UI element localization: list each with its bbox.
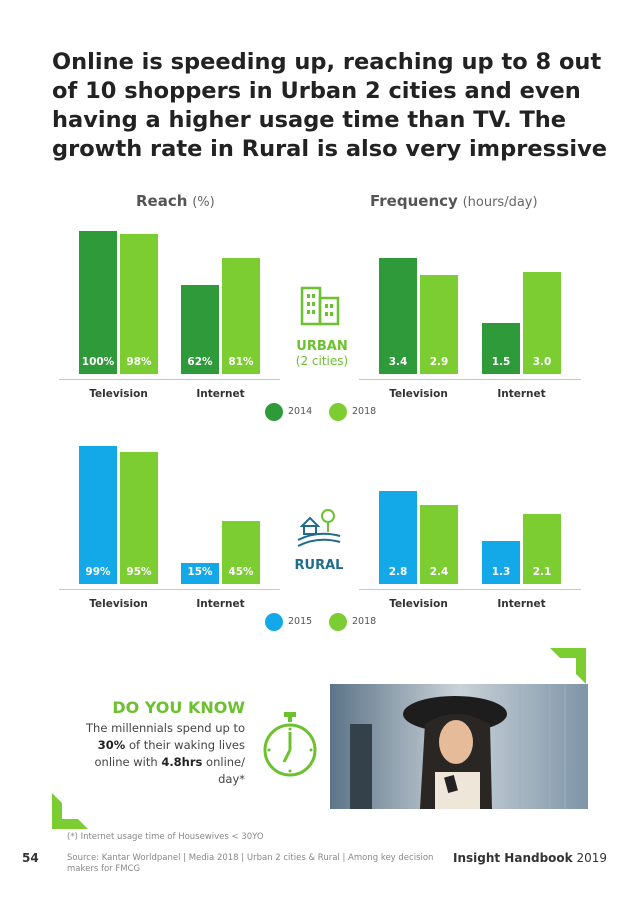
- bar-rural-reach-television-2015: 99%: [79, 446, 117, 584]
- handbook-title: Insight Handbook: [453, 851, 573, 865]
- bar-rural-frequency-television-2018: 2.4: [420, 505, 458, 584]
- bar-urban-frequency-television-2018: 2.9: [420, 275, 458, 374]
- legend-label-rural-2015: 2015: [288, 616, 313, 627]
- reach-unit: (%): [192, 195, 215, 210]
- dyk-line4: online/: [202, 755, 245, 769]
- bar-value-label: 2.4: [429, 566, 449, 578]
- bar-urban-reach-internet-2014: 62%: [181, 285, 219, 374]
- stopwatch-icon: [263, 712, 317, 777]
- rural-label: RURAL: [294, 558, 344, 573]
- frequency-heading: Frequency (hours/day): [370, 192, 538, 210]
- legend-label-rural-2018: 2018: [352, 616, 377, 627]
- bar-value-label: 1.5: [491, 356, 511, 368]
- bar-rural-reach-internet-2018: 45%: [222, 521, 260, 584]
- reach-title: Reach: [136, 192, 188, 210]
- bar-value-label: 15%: [187, 566, 213, 578]
- bar-urban-frequency-internet-2014: 1.5: [482, 323, 520, 374]
- axis-line-rural-reach: [59, 589, 280, 590]
- legend-swatch-rural-2015: [265, 613, 283, 631]
- bar-rural-frequency-television-2015: 2.8: [379, 491, 417, 584]
- handbook-year: 2019: [572, 851, 608, 865]
- bar-rural-frequency-internet-2018: 2.1: [523, 514, 561, 584]
- dyk-pct: 30%: [97, 738, 126, 752]
- bar-value-label: 95%: [126, 566, 152, 578]
- bar-rural-reach-internet-2015: 15%: [181, 563, 219, 584]
- legend-swatch-urban-2014: [265, 403, 283, 421]
- urban-sublabel: (2 cities): [295, 354, 349, 368]
- category-label-rural-reach-television: Television: [89, 598, 148, 610]
- reach-heading: Reach (%): [136, 192, 215, 210]
- category-label-urban-frequency-internet: Internet: [497, 388, 546, 400]
- bar-value-label: 99%: [85, 566, 111, 578]
- bar-rural-reach-television-2018: 95%: [120, 452, 158, 584]
- bar-urban-frequency-internet-2018: 3.0: [523, 272, 561, 374]
- category-label-rural-frequency-internet: Internet: [497, 598, 546, 610]
- dyk-line3: online with: [94, 755, 162, 769]
- category-label-urban-reach-internet: Internet: [196, 388, 245, 400]
- category-label-urban-frequency-television: Television: [389, 388, 448, 400]
- bar-urban-reach-television-2014: 100%: [79, 231, 117, 374]
- dyk-body: The millennials spend up to 30% of their…: [52, 720, 245, 788]
- bar-value-label: 1.3: [491, 566, 511, 578]
- dyk-line5: day*: [218, 772, 245, 786]
- bar-value-label: 98%: [126, 356, 152, 368]
- footnote: (*) Internet usage time of Housewives < …: [67, 832, 264, 842]
- axis-line-rural-frequency: [359, 589, 581, 590]
- rural-farm-icon: [297, 509, 341, 547]
- dyk-line1: The millennials spend up to: [86, 721, 245, 735]
- city-buildings-icon: [300, 286, 340, 326]
- dyk-hrs: 4.8hrs: [161, 755, 203, 769]
- legend-label-urban-2014: 2014: [288, 406, 313, 417]
- bar-value-label: 3.0: [532, 356, 552, 368]
- bar-value-label: 81%: [228, 356, 254, 368]
- bar-value-label: 100%: [81, 356, 115, 368]
- bar-value-label: 62%: [187, 356, 213, 368]
- frequency-unit: (hours/day): [462, 195, 538, 210]
- bar-value-label: 2.1: [532, 566, 552, 578]
- bar-urban-reach-television-2018: 98%: [120, 234, 158, 374]
- category-label-rural-frequency-television: Television: [389, 598, 448, 610]
- corner-bracket-bottom-left: [52, 793, 88, 829]
- bar-value-label: 2.8: [388, 566, 408, 578]
- bar-urban-reach-internet-2018: 81%: [222, 258, 260, 374]
- dyk-title: DO YOU KNOW: [112, 698, 245, 717]
- source-note: Source: Kantar Worldpanel | Media 2018 |…: [67, 853, 434, 874]
- corner-bracket-top-right: [550, 648, 586, 684]
- axis-line-urban-reach: [59, 379, 280, 380]
- urban-label: URBAN: [296, 339, 348, 354]
- axis-line-urban-frequency: [359, 379, 581, 380]
- category-label-rural-reach-internet: Internet: [196, 598, 245, 610]
- frequency-title: Frequency: [370, 192, 458, 210]
- woman-with-phone-photo: [330, 684, 588, 809]
- bar-value-label: 3.4: [388, 356, 408, 368]
- page-number: 54: [22, 851, 39, 865]
- legend-label-urban-2018: 2018: [352, 406, 377, 417]
- dyk-line2: of their waking lives: [125, 738, 245, 752]
- page-title: Online is speeding up, reaching up to 8 …: [52, 49, 607, 162]
- category-label-urban-reach-television: Television: [89, 388, 148, 400]
- bar-urban-frequency-television-2014: 3.4: [379, 258, 417, 374]
- bar-value-label: 45%: [228, 566, 254, 578]
- legend-swatch-urban-2018: [329, 403, 347, 421]
- bar-rural-frequency-internet-2015: 1.3: [482, 541, 520, 584]
- bar-value-label: 2.9: [429, 356, 449, 368]
- handbook-label: Insight Handbook 2019: [453, 851, 607, 865]
- legend-swatch-rural-2018: [329, 613, 347, 631]
